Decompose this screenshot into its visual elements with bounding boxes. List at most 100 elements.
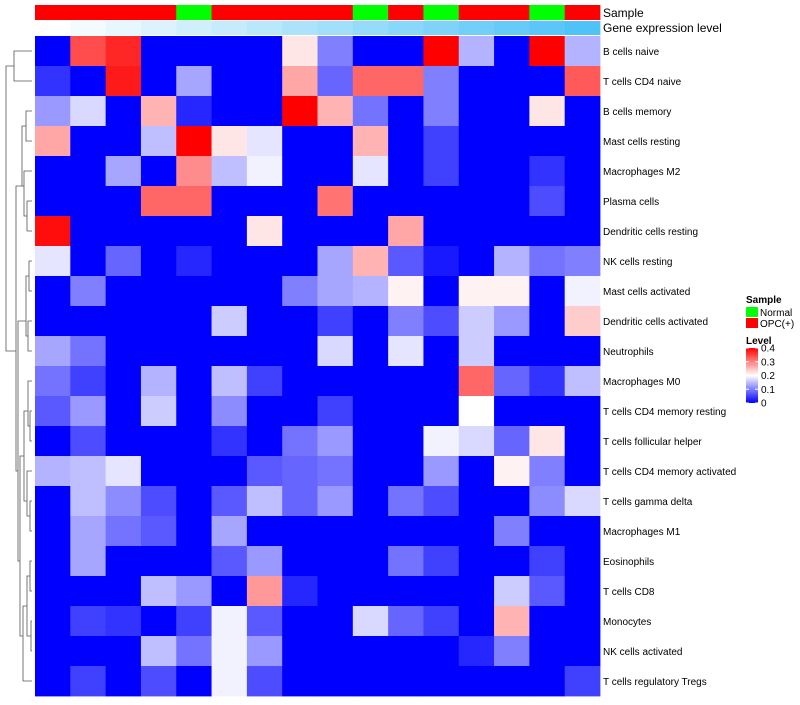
heatmap-cell <box>282 426 318 457</box>
heatmap-cell <box>494 666 530 697</box>
heatmap-cell <box>211 426 248 457</box>
heatmap-cell <box>423 216 460 247</box>
heatmap-cell <box>105 546 142 577</box>
heatmap-cell <box>352 276 389 307</box>
heatmap-cell <box>458 666 495 697</box>
legend-label-opc: OPC(+) <box>760 319 794 330</box>
heatmap-cell <box>423 666 460 697</box>
heatmap-cell <box>70 66 107 97</box>
heatmap-cell <box>282 246 318 277</box>
heatmap-cell <box>140 246 177 277</box>
heatmap-cell <box>352 96 389 127</box>
heatmap-cell <box>211 276 248 307</box>
heatmap-cell <box>317 156 354 187</box>
sample-annotation-cell <box>140 5 177 20</box>
gene-annotation-cell <box>246 21 283 35</box>
heatmap-cell <box>246 456 283 487</box>
heatmap-cell <box>176 396 212 427</box>
heatmap-cell <box>140 426 177 457</box>
dendrogram-branch <box>25 275 29 337</box>
heatmap-cell <box>494 306 530 337</box>
heatmap-cell <box>70 36 107 67</box>
heatmap-cell <box>494 636 530 667</box>
sample-annotation-cell <box>211 5 248 20</box>
sample-annotation-cell <box>458 5 495 20</box>
heatmap-cell <box>529 186 566 217</box>
row-label: Plasma cells <box>603 197 659 208</box>
heatmap-cell <box>70 576 107 607</box>
heatmap-cell <box>211 336 248 367</box>
dendrogram-branch <box>5 65 16 352</box>
heatmap-cell <box>176 186 212 217</box>
heatmap-cell <box>140 186 177 217</box>
heatmap-cell <box>282 486 318 517</box>
heatmap-cell <box>423 36 460 67</box>
heatmap-cell <box>35 96 71 127</box>
heatmap-cell <box>282 606 318 637</box>
heatmap-cell <box>211 546 248 577</box>
heatmap-cell <box>423 156 460 187</box>
heatmap-cell <box>423 336 460 367</box>
heatmap-cell <box>529 66 566 97</box>
heatmap-cell <box>529 516 566 547</box>
heatmap-cell <box>246 366 283 397</box>
dendrogram-branch <box>29 410 32 442</box>
heatmap-cell <box>352 396 389 427</box>
heatmap-cell <box>105 606 142 637</box>
heatmap-cell <box>282 516 318 547</box>
heatmap-cell <box>70 306 107 337</box>
dendrogram-branch <box>15 185 22 472</box>
heatmap-cell <box>35 636 71 667</box>
heatmap-cell <box>494 426 530 457</box>
heatmap-cell <box>246 336 283 367</box>
heatmap-cell <box>105 96 142 127</box>
row-label: T cells CD8 <box>603 587 655 598</box>
heatmap-cell <box>246 666 283 697</box>
heatmap-cell <box>105 516 142 547</box>
heatmap-cell <box>211 216 248 247</box>
heatmap-cell <box>140 336 177 367</box>
heatmap-cell <box>246 96 283 127</box>
heatmap-cell <box>352 546 389 577</box>
heatmap-cell <box>352 216 389 247</box>
heatmap-cell <box>140 96 177 127</box>
sample-annotation-cell <box>70 5 107 20</box>
gene-annotation-cell <box>282 21 318 35</box>
heatmap-cell <box>317 486 354 517</box>
heatmap-cell <box>140 576 177 607</box>
sample-annotation-cell <box>529 5 566 20</box>
heatmap-cell <box>211 36 248 67</box>
heatmap-cell <box>282 66 318 97</box>
gene-annotation-cell <box>317 21 354 35</box>
heatmap-cell <box>140 666 177 697</box>
heatmap-cell <box>70 516 107 547</box>
heatmap-cell <box>352 456 389 487</box>
heatmap-cell <box>282 306 318 337</box>
heatmap-cell <box>564 126 601 157</box>
row-label: T cells follicular helper <box>603 437 702 448</box>
heatmap-cell <box>282 636 318 667</box>
heatmap-cell <box>564 576 601 607</box>
dendrogram-branch <box>26 200 32 232</box>
heatmap-cell <box>70 366 107 397</box>
heatmap-cell <box>140 306 177 337</box>
heatmap-cell <box>140 276 177 307</box>
heatmap-cell <box>317 306 354 337</box>
heatmap-cell <box>70 426 107 457</box>
heatmap-cell <box>494 456 530 487</box>
heatmap-cell <box>140 366 177 397</box>
heatmap-cell <box>140 156 177 187</box>
heatmap-cell <box>458 186 495 217</box>
heatmap-cell <box>246 126 283 157</box>
heatmap-cell <box>564 246 601 277</box>
heatmap-cell <box>176 576 212 607</box>
heatmap-cell <box>105 396 142 427</box>
heatmap-cell <box>105 216 142 247</box>
gene-annotation-cell <box>352 21 389 35</box>
heatmap-cell <box>423 366 460 397</box>
sample-annotation-cell <box>176 5 212 20</box>
heatmap-cell <box>352 576 389 607</box>
sample-annotation-cell <box>352 5 389 20</box>
heatmap-cell <box>211 456 248 487</box>
